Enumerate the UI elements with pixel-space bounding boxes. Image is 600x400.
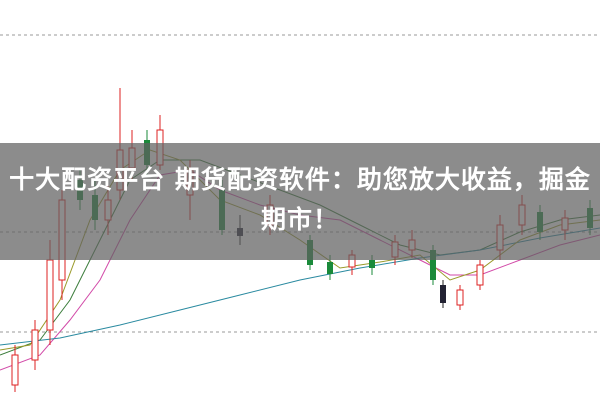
candle [456, 289, 464, 306]
title-banner [0, 143, 600, 260]
candle [440, 285, 446, 303]
candle [46, 259, 54, 331]
candle [430, 250, 436, 280]
banner-title: 十大配资平台 期货配资软件：助您放大收益，掘金期市！ [9, 165, 591, 234]
candle [476, 264, 484, 286]
candle [31, 329, 39, 361]
candle [327, 262, 333, 274]
candle [11, 354, 19, 386]
candle [369, 260, 375, 268]
